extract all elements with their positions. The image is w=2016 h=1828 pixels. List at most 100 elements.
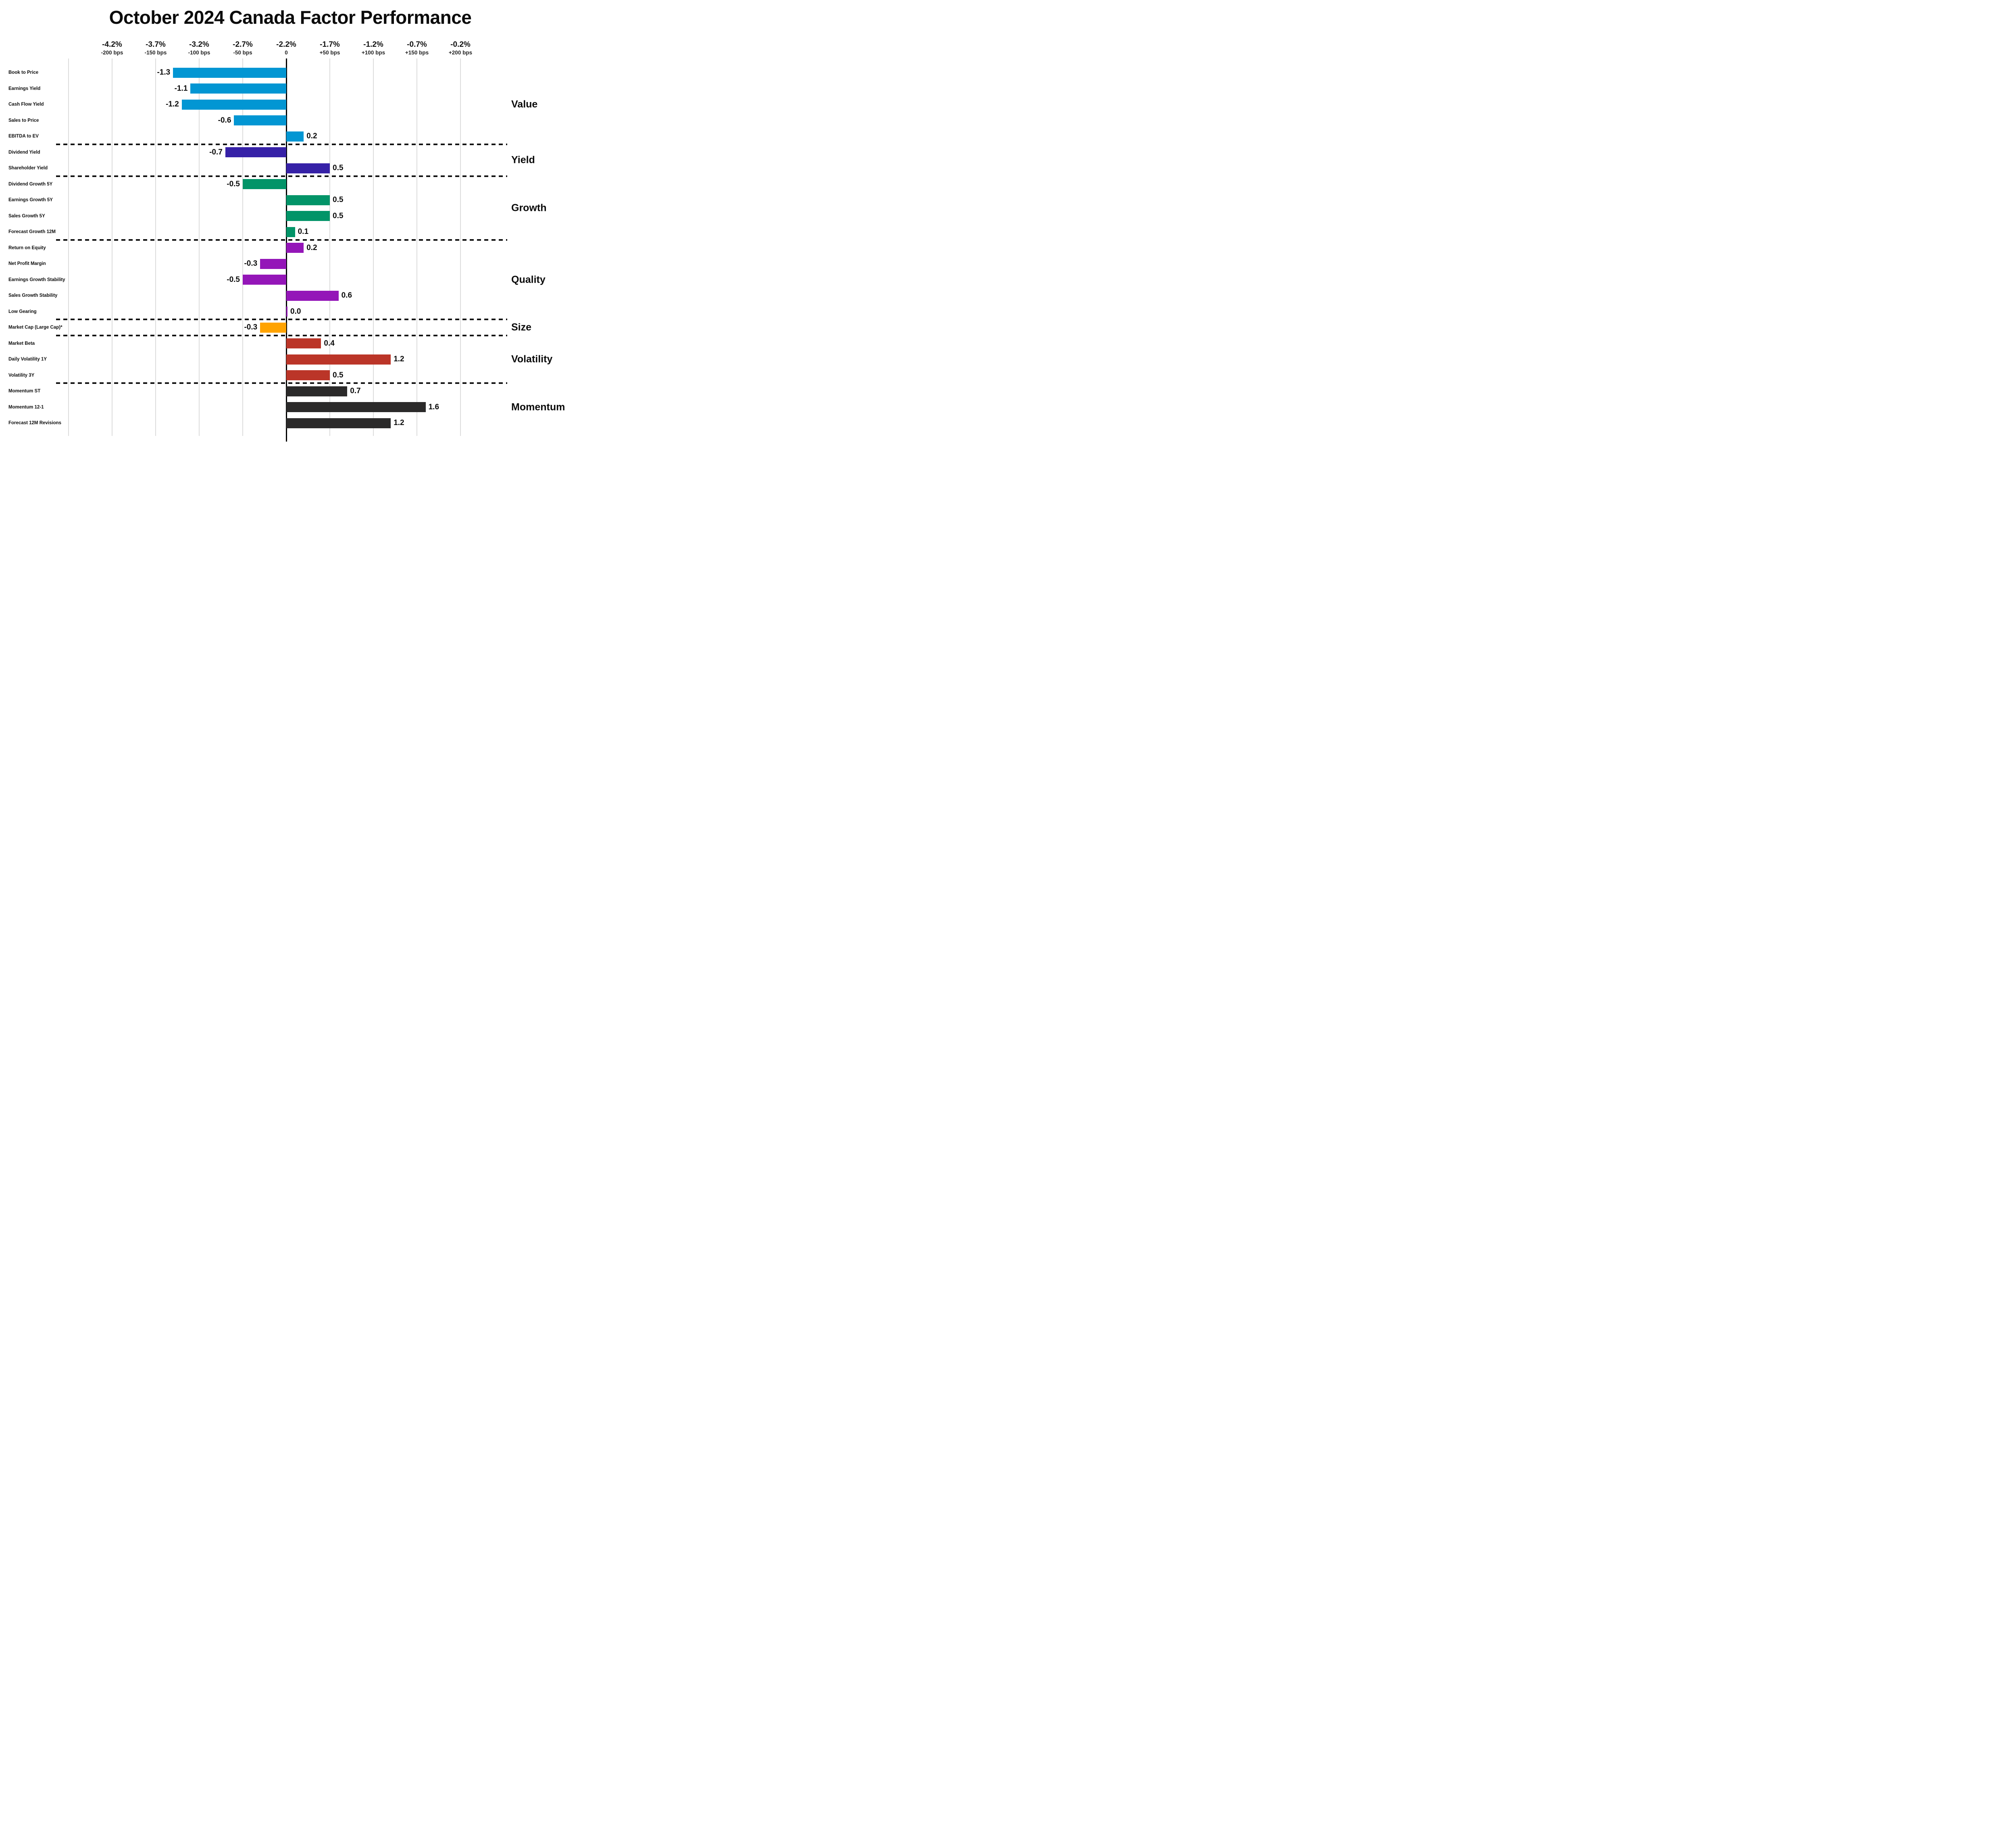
factor-value-label: -0.5 — [227, 275, 240, 284]
factor-bar — [286, 131, 304, 142]
factor-value-label: 0.4 — [324, 339, 335, 348]
tick-percent-label: -3.2% — [189, 40, 209, 49]
factor-label: Earnings Growth 5Y — [8, 198, 53, 202]
factor-bar — [234, 115, 286, 125]
group-separator-dashed-line — [56, 319, 507, 321]
group-separator-dashed-line — [56, 175, 507, 177]
factor-label: Volatility 3Y — [8, 373, 35, 378]
factor-value-label: -0.3 — [244, 259, 258, 268]
tick-bps-label: -150 bps — [144, 50, 167, 56]
factor-value-label: 0.5 — [333, 196, 344, 204]
group-label: Volatility — [511, 353, 553, 365]
factor-label: Dividend Yield — [8, 150, 40, 155]
factor-label: Shareholder Yield — [8, 166, 48, 171]
factor-bar — [286, 402, 426, 412]
x-axis-tick: -1.7% +50 bps — [320, 40, 340, 56]
group-label: Value — [511, 98, 538, 110]
tick-bps-label: +200 bps — [448, 50, 473, 56]
factor-value-label: -1.1 — [174, 84, 188, 93]
tick-percent-label: -0.2% — [450, 40, 471, 49]
factor-bar — [260, 258, 286, 269]
plot-area: -4.2% -200 bps -3.7% -150 bps -3.2% -100 bps -… — [0, 0, 581, 443]
x-axis-tick: -2.2% 0 — [276, 40, 296, 56]
group-label: Yield — [511, 154, 535, 166]
factor-bar — [190, 83, 286, 94]
factor-value-label: 0.2 — [306, 132, 317, 140]
group-separator-dashed-line — [56, 143, 507, 145]
factor-value-label: 0.1 — [298, 227, 309, 236]
tick-percent-label: -4.2% — [102, 40, 122, 49]
factor-value-label: 0.7 — [350, 387, 361, 395]
chart-title: October 2024 Canada Factor Performance — [109, 7, 472, 28]
factor-value-label: 1.2 — [394, 419, 404, 427]
factor-label: Return on Equity — [8, 245, 46, 250]
tick-percent-label: -0.7% — [407, 40, 427, 49]
tick-bps-label: -200 bps — [101, 50, 123, 56]
group-separator-dashed-line — [56, 334, 507, 336]
factor-label: Momentum 12-1 — [8, 404, 44, 410]
factor-bar — [286, 354, 391, 365]
tick-bps-label: +150 bps — [405, 50, 429, 56]
vertical-gridline — [199, 58, 200, 436]
x-axis-tick: -0.7% +150 bps — [405, 40, 429, 56]
factor-bar — [286, 211, 330, 221]
factor-bar — [286, 370, 330, 380]
factor-label: Market Cap (Large Cap)* — [8, 325, 62, 330]
x-axis-tick: -1.2% +100 bps — [362, 40, 385, 56]
factor-value-label: 1.2 — [394, 355, 404, 363]
group-label: Momentum — [511, 401, 565, 413]
factor-bar — [286, 386, 348, 396]
x-axis-tick: -3.2% -100 bps — [188, 40, 210, 56]
vertical-gridline — [155, 58, 156, 436]
factor-label: Book to Price — [8, 70, 39, 75]
factor-value-label: 1.6 — [428, 402, 439, 411]
factor-label: Sales Growth 5Y — [8, 213, 45, 219]
factor-label: Momentum ST — [8, 389, 41, 394]
factor-value-label: -1.3 — [157, 68, 171, 77]
vertical-gridline — [373, 58, 374, 436]
factor-bar — [286, 306, 287, 317]
group-separator-dashed-line — [56, 239, 507, 241]
factor-label: Dividend Growth 5Y — [8, 181, 53, 187]
tick-percent-label: -2.2% — [276, 40, 296, 49]
tick-percent-label: -3.7% — [146, 40, 166, 49]
factor-value-label: 0.5 — [333, 211, 344, 220]
factor-bar — [181, 99, 286, 110]
factor-bar — [225, 147, 286, 157]
tick-bps-label: 0 — [285, 50, 288, 56]
factor-value-label: -0.3 — [244, 323, 258, 331]
vertical-gridline — [242, 58, 243, 436]
tick-bps-label: -50 bps — [233, 50, 252, 56]
factor-value-label: 0.5 — [333, 164, 344, 172]
factor-value-label: -0.6 — [218, 116, 231, 125]
factor-bar — [173, 67, 286, 78]
factor-label: Forecast 12M Revisions — [8, 421, 62, 425]
factor-label: Cash Flow Yield — [8, 102, 44, 107]
factor-bar — [286, 338, 321, 348]
factor-value-label: 0.6 — [341, 291, 352, 300]
tick-bps-label: +100 bps — [361, 50, 385, 56]
x-axis-tick: -3.7% -150 bps — [145, 40, 167, 56]
factor-bar — [243, 275, 286, 285]
group-label: Quality — [511, 274, 546, 285]
tick-bps-label: -100 bps — [188, 50, 210, 56]
factor-value-label: -0.5 — [227, 179, 240, 188]
vertical-gridline — [460, 58, 461, 436]
factor-value-label: 0.2 — [306, 243, 317, 252]
x-axis-tick: -2.7% -50 bps — [233, 40, 253, 56]
factor-value-label: -0.7 — [209, 148, 223, 156]
factor-label: Earnings Growth Stability — [8, 277, 65, 282]
group-separator-dashed-line — [56, 382, 507, 384]
vertical-gridline — [329, 58, 330, 436]
tick-percent-label: -2.7% — [233, 40, 253, 49]
factor-value-label: -1.2 — [166, 100, 179, 108]
factor-bar — [286, 195, 330, 205]
factor-label: Earnings Yield — [8, 86, 41, 91]
group-label: Growth — [511, 202, 547, 214]
factor-label: Low Gearing — [8, 309, 37, 314]
tick-percent-label: -1.7% — [320, 40, 340, 49]
vertical-gridline — [68, 58, 69, 436]
tick-percent-label: -1.2% — [363, 40, 383, 49]
factor-bar — [286, 243, 304, 253]
factor-value-label: 0.5 — [333, 371, 344, 379]
